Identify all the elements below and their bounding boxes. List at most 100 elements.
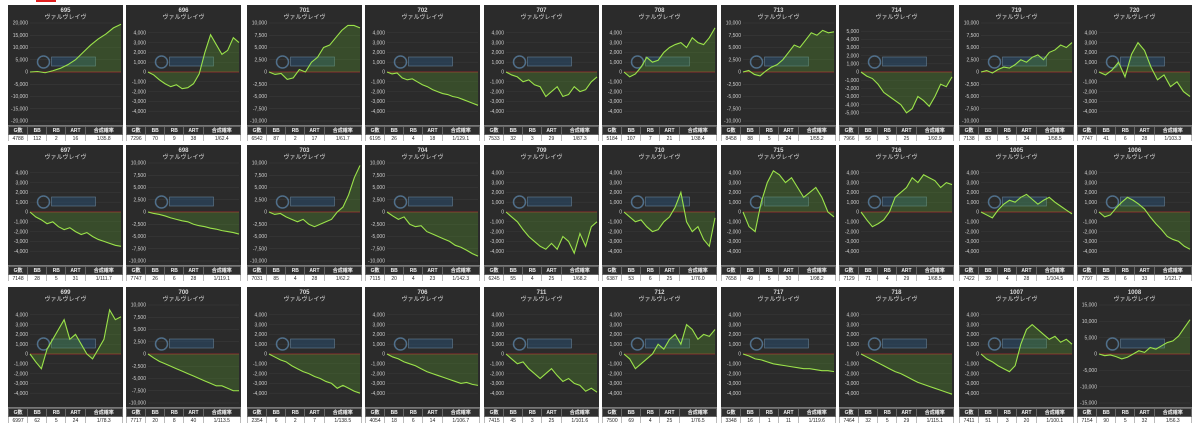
stats-value: 7747 xyxy=(1077,134,1098,141)
y-tick-label: 3,000 xyxy=(15,180,28,186)
machine-number: 699 xyxy=(60,290,71,296)
difference-line xyxy=(860,71,953,114)
stats-value: 4788 xyxy=(8,134,29,141)
stats-value: 1/55.2 xyxy=(797,134,836,141)
y-tick-label: 2,000 xyxy=(846,332,859,338)
y-tick-label: 1,000 xyxy=(846,200,859,206)
stats-header: G数 xyxy=(365,408,386,417)
y-tick-label: -5,000 xyxy=(845,111,859,117)
stats-value: 1/98.2 xyxy=(797,274,836,281)
y-tick-label: 3,000 xyxy=(609,40,622,46)
stats-header: ART xyxy=(304,408,325,417)
stats-value: 2 xyxy=(285,134,306,141)
y-tick-label: -2,000 xyxy=(965,371,979,377)
stats-value: 29 xyxy=(896,416,917,423)
machine-graph-panel: 1005 ヴァルヴレイヴ -4,000 -3,000 -2,000 -1,000 0 1,00… xyxy=(959,145,1074,281)
difference-line xyxy=(623,190,716,248)
y-tick-label: -3,000 xyxy=(14,239,28,245)
machine-title: ヴァルヴレイヴ xyxy=(638,153,680,161)
stats-value: 1/38.4 xyxy=(678,134,717,141)
stats-value: 4 xyxy=(997,274,1018,281)
stats-table: G数 BB RB ART 合成確率 7411 51 3 20 1/100.1 xyxy=(959,407,1074,423)
difference-area xyxy=(624,324,715,369)
stats-header: G数 xyxy=(602,126,623,135)
machine-graph-panel: 707 ヴァルヴレイヴ -4,000 -3,000 -2,000 -1,000 0 1,000… xyxy=(484,5,599,141)
stats-header: G数 xyxy=(484,126,505,135)
stats-header: G数 xyxy=(484,408,505,417)
stats-value: 29 xyxy=(896,274,917,281)
y-tick-label: 10,000 xyxy=(131,303,147,309)
y-tick-label: 20,000 xyxy=(13,21,29,27)
watermark-logo xyxy=(749,55,809,69)
stats-value: 18 xyxy=(422,134,443,141)
y-tick-label: 2,000 xyxy=(1084,190,1097,196)
y-tick-label: -1,000 xyxy=(965,362,979,368)
stats-header: RB xyxy=(1115,126,1136,135)
y-tick-label: -2,000 xyxy=(371,371,385,377)
y-tick-label: 2,000 xyxy=(609,190,622,196)
stats-header: 合成確率 xyxy=(678,266,717,275)
difference-area xyxy=(624,27,715,77)
y-tick-label: 10,000 xyxy=(964,21,980,27)
difference-area xyxy=(269,165,360,227)
y-tick-label: 3,000 xyxy=(133,40,146,46)
y-tick-label: 10,000 xyxy=(252,21,268,27)
difference-line xyxy=(29,211,122,247)
y-tick-label: -4,000 xyxy=(845,102,859,108)
stats-value: 7031 xyxy=(247,274,268,281)
machine-title: ヴァルヴレイヴ xyxy=(995,13,1037,21)
stats-value: 7138 xyxy=(959,134,980,141)
difference-area xyxy=(981,42,1072,73)
y-tick-label: 0 xyxy=(619,352,622,358)
stats-header: ART xyxy=(422,266,443,275)
machine-graph-panel: 1007 ヴァルヴレイヴ -4,000 -3,000 -2,000 -1,000 0 1,00… xyxy=(959,287,1074,423)
stats-value: 5 xyxy=(46,274,67,281)
stats-value: 7 xyxy=(304,416,325,423)
difference-area xyxy=(30,309,121,369)
stats-header: 合成確率 xyxy=(915,408,954,417)
stats-table: G数 BB RB ART 合成確率 5184 107 7 21 1/38.4 xyxy=(602,125,717,141)
y-tick-label: -2,500 xyxy=(253,82,267,88)
stats-header: 合成確率 xyxy=(797,266,836,275)
stats-table: G数 BB RB ART 合成確率 6997 62 5 24 1/78.3 xyxy=(8,407,123,423)
y-tick-label: -7,500 xyxy=(965,106,979,112)
stats-value: 4 xyxy=(403,134,424,141)
stats-header: ART xyxy=(1016,408,1037,417)
stats-value: 83 xyxy=(978,134,999,141)
machine-title: ヴァルヴレイヴ xyxy=(520,153,562,161)
stats-header: RB xyxy=(1115,408,1136,417)
y-tick-label: 1,000 xyxy=(372,60,385,66)
machine-graph-panel: 712 ヴァルヴレイヴ -4,000 -3,000 -2,000 -1,000 0 1,000… xyxy=(602,287,717,423)
y-tick-label: 10,000 xyxy=(13,45,29,51)
y-tick-label: 5,000 xyxy=(254,185,267,191)
stats-value: 28 xyxy=(304,274,325,281)
stats-value: 62 xyxy=(27,416,48,423)
stats-table: G数 BB RB ART 合成確率 6387 53 6 25 1/76.0 xyxy=(602,265,717,281)
stats-table: G数 BB RB ART 合成確率 7464 32 5 29 1/115.1 xyxy=(839,407,954,423)
machine-number: 709 xyxy=(536,148,547,154)
y-tick-label: 2,000 xyxy=(372,332,385,338)
y-tick-label: -2,000 xyxy=(608,371,622,377)
watermark-logo xyxy=(36,195,96,209)
stats-value: 7717 xyxy=(126,416,147,423)
stats-value: 1/138.5 xyxy=(323,416,362,423)
stats-table: G数 BB RB ART 合成確率 6542 87 2 17 1/61.7 xyxy=(247,125,362,141)
stats-header: G数 xyxy=(247,408,268,417)
stats-header: G数 xyxy=(365,126,386,135)
machine-graph-panel: 699 ヴァルヴレイヴ -4,000 -3,000 -2,000 -1,000 0 1,000… xyxy=(8,287,123,423)
y-tick-label: -1,000 xyxy=(608,362,622,368)
stats-value: 5 xyxy=(997,134,1018,141)
y-tick-label: -5,000 xyxy=(14,82,28,88)
y-tick-label: 2,000 xyxy=(966,332,979,338)
stats-value: 1/119.1 xyxy=(202,274,241,281)
y-tick-label: 7,500 xyxy=(728,33,741,39)
difference-line xyxy=(268,165,361,228)
y-tick-label: -4,000 xyxy=(253,391,267,397)
machine-graph-panel: 697 ヴァルヴレイヴ -4,000 -3,000 -2,000 -1,000 0 1,000… xyxy=(8,145,123,281)
difference-line xyxy=(505,211,598,255)
stats-header: BB xyxy=(621,266,642,275)
y-tick-label: -10,000 xyxy=(129,401,146,407)
